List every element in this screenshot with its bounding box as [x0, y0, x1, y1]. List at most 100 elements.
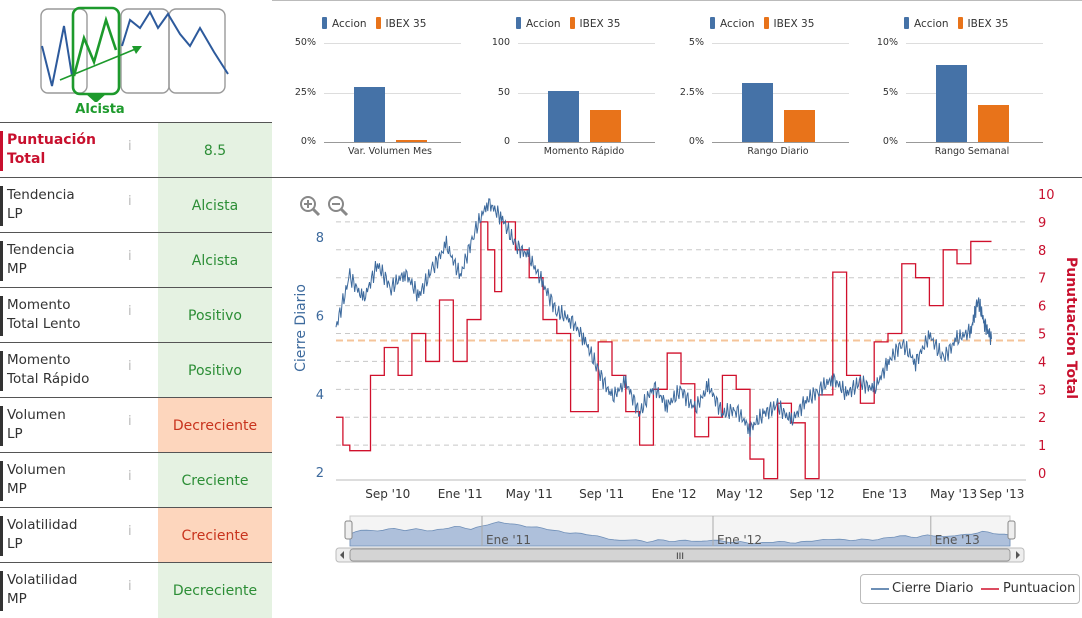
- score-row-label: Puntuación Total: [0, 123, 130, 178]
- mini-bar-chart: Accion IBEX 35 50% 25% 0% Var. Volumen Mes: [282, 0, 477, 170]
- mini-gridline: [906, 43, 1043, 44]
- mini-y-tick: 2.5%: [679, 86, 704, 98]
- top-border: [272, 0, 1082, 1]
- bar-ibex: [590, 110, 621, 142]
- y2-tick-label: 5: [1038, 328, 1046, 343]
- mini-y-tick: 100: [491, 37, 510, 48]
- score-row-label-text: Tendencia MP: [7, 242, 75, 277]
- series-cierre-diario: [335, 198, 992, 438]
- legend-ibex[interactable]: IBEX 35: [385, 18, 427, 30]
- info-icon[interactable]: i: [128, 139, 132, 154]
- navigator-handle-left[interactable]: [344, 520, 353, 540]
- mini-y-tick: 50: [497, 86, 510, 98]
- score-row-marker: [0, 406, 3, 446]
- legend-ibex[interactable]: IBEX 35: [967, 18, 1009, 30]
- score-row: Tendencia MP i Alcista: [0, 232, 272, 288]
- score-row: Volatilidad LP i Creciente: [0, 507, 272, 563]
- scrollbar-grip[interactable]: III: [676, 552, 684, 562]
- mini-gridline: [518, 142, 655, 143]
- mini-y-tick: 5%: [688, 37, 704, 48]
- score-row-label-text: Volatilidad MP: [7, 572, 78, 607]
- navigator-label: Ene '11: [486, 533, 531, 547]
- score-row-value: 8.5: [158, 123, 272, 178]
- y2-tick-label: 7: [1038, 272, 1046, 287]
- mini-gridline: [906, 92, 1043, 94]
- score-row-label: Tendencia LP: [0, 178, 130, 233]
- info-icon[interactable]: i: [128, 579, 132, 594]
- y-tick-label: 6: [316, 309, 324, 324]
- legend-item-puntuacion[interactable]: Puntuacion: [1003, 581, 1076, 596]
- info-icon[interactable]: i: [128, 469, 132, 484]
- info-icon[interactable]: i: [128, 249, 132, 264]
- info-icon[interactable]: i: [128, 524, 132, 539]
- bar-ibex: [784, 110, 815, 142]
- mini-gridline: [712, 43, 849, 44]
- info-icon[interactable]: i: [128, 194, 132, 209]
- zoom-in-icon[interactable]: [300, 196, 321, 217]
- x-tick-label: Sep '10: [365, 487, 410, 501]
- score-row-marker: [0, 296, 3, 336]
- y-tick-label: 4: [316, 388, 324, 403]
- mini-gridline: [712, 92, 849, 94]
- bar-accion: [548, 90, 579, 142]
- x-tick-label: Sep '13: [979, 487, 1024, 501]
- mini-bar-chart: Accion IBEX 35 5% 2.5% 0% Rango Diario: [670, 0, 865, 170]
- main-legend: Cierre Diario Puntuacion: [860, 574, 1080, 604]
- mini-gridline: [324, 92, 461, 94]
- y2-tick-label: 8: [1038, 244, 1046, 259]
- score-row-value: Creciente: [158, 453, 272, 508]
- y2-tick-label: 0: [1038, 467, 1046, 482]
- info-icon[interactable]: i: [128, 304, 132, 319]
- score-row: Volatilidad MP i Decreciente: [0, 562, 272, 618]
- legend-accion[interactable]: Accion: [526, 18, 561, 30]
- legend-accion[interactable]: Accion: [914, 18, 949, 30]
- navigator-handle-right[interactable]: [1007, 520, 1016, 540]
- score-row-label-text: Momento Total Lento: [7, 297, 81, 332]
- score-row: Momento Total Rápido i Positivo: [0, 342, 272, 398]
- zoom-out-icon[interactable]: [328, 196, 349, 217]
- bar-accion: [936, 64, 967, 142]
- bar-accion: [742, 82, 773, 142]
- y2-tick-label: 3: [1038, 383, 1046, 398]
- score-row-label: Momento Total Lento: [0, 288, 130, 343]
- legend-ibex[interactable]: IBEX 35: [773, 18, 815, 30]
- score-row-value: Decreciente: [158, 398, 272, 453]
- mini-y-tick: 0%: [882, 136, 898, 147]
- legend-accion[interactable]: Accion: [720, 18, 755, 30]
- y-tick-label: 8: [316, 231, 324, 246]
- info-icon[interactable]: i: [128, 414, 132, 429]
- legend-ibex[interactable]: IBEX 35: [579, 18, 621, 30]
- scrollbar-thumb[interactable]: [349, 548, 1011, 562]
- score-row-label: Volumen LP: [0, 398, 130, 453]
- score-panel: Alcista Puntuación Total i 8.5 Tendencia LP i A…: [0, 0, 272, 618]
- score-row-label: Volumen MP: [0, 453, 130, 508]
- legend-accion[interactable]: Accion: [332, 18, 367, 30]
- score-row-value: Positivo: [158, 288, 272, 343]
- scroll-left-icon[interactable]: [340, 551, 344, 559]
- y2-tick-label: 1: [1038, 439, 1046, 454]
- top-separator: [272, 177, 1082, 178]
- score-row-marker: [0, 571, 3, 611]
- score-row-label-text: Tendencia LP: [7, 187, 75, 222]
- mini-gridline: [712, 142, 849, 143]
- score-row: Volumen MP i Creciente: [0, 452, 272, 508]
- scroll-right-icon[interactable]: [1016, 551, 1020, 559]
- mini-y-tick: 0%: [688, 136, 704, 147]
- mini-legend: Accion IBEX 35: [322, 17, 426, 30]
- score-row-value: Creciente: [158, 508, 272, 563]
- score-row-label-text: Puntuación Total: [7, 132, 96, 167]
- y2-tick-label: 9: [1038, 216, 1046, 231]
- legend-item-cierre[interactable]: Cierre Diario: [892, 581, 974, 596]
- y-axis-title: Cierre Diario: [293, 284, 309, 372]
- score-row-label: Volatilidad LP: [0, 508, 130, 563]
- mini-y-tick: 0%: [300, 136, 316, 147]
- mini-gridline: [906, 142, 1043, 143]
- info-icon[interactable]: i: [128, 359, 132, 374]
- x-tick-label: Ene '11: [438, 487, 483, 501]
- bar-ibex: [978, 105, 1009, 142]
- score-row: Volumen LP i Decreciente: [0, 397, 272, 453]
- mini-legend: Accion IBEX 35: [516, 17, 620, 30]
- bar-ibex: [396, 140, 427, 142]
- series-puntuacion: [336, 221, 992, 480]
- x-tick-label: May '12: [716, 487, 763, 501]
